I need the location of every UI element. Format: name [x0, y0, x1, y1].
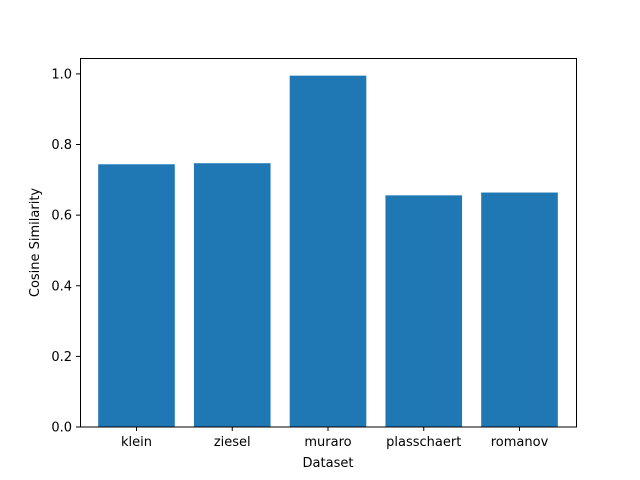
y-tick-label: 1.0: [51, 67, 72, 82]
bar-ziesel: [193, 163, 271, 427]
x-tick-label: muraro: [304, 435, 351, 450]
y-axis-ticks: 0.0 0.2 0.4 0.6 0.8 1.0: [51, 67, 80, 436]
y-tick-label: 0.8: [51, 138, 72, 153]
x-tick-label: romanov: [491, 435, 549, 450]
bar-klein: [98, 164, 175, 427]
x-axis-label: Dataset: [303, 456, 354, 471]
y-tick-label: 0.0: [51, 421, 72, 436]
y-tick-label: 0.6: [51, 209, 72, 224]
x-axis-ticks: klein ziesel muraro plasschaert romanov: [121, 427, 549, 450]
bar-plasschaert: [385, 195, 463, 427]
axes-frame: [80, 58, 577, 428]
bars-group: [98, 75, 558, 427]
y-axis-label: Cosine Similarity: [28, 188, 43, 298]
x-tick-label: klein: [121, 435, 152, 450]
bar-romanov: [481, 192, 558, 427]
bar-muraro: [289, 75, 367, 427]
y-tick-label: 0.2: [51, 350, 72, 365]
x-tick-label: ziesel: [214, 435, 251, 450]
y-tick-label: 0.4: [51, 279, 72, 294]
x-tick-label: plasschaert: [386, 435, 461, 450]
